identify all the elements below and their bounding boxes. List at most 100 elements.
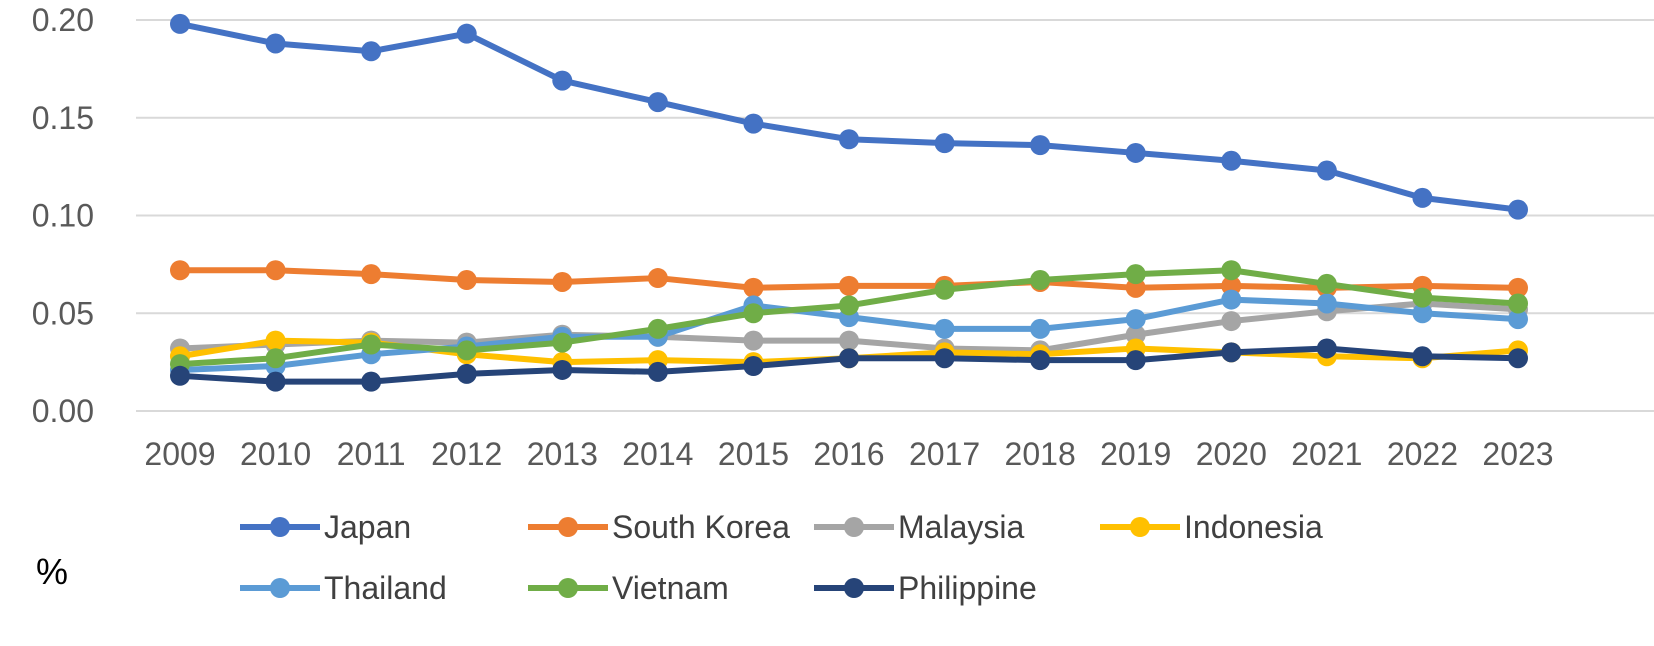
x-tick-label: 2017 <box>909 436 980 472</box>
legend-item-indonesia: Indonesia <box>1100 509 1323 545</box>
x-tick-label: 2012 <box>431 436 502 472</box>
data-point-vietnam <box>361 334 382 355</box>
data-point-japan <box>456 23 477 44</box>
data-point-philippine <box>839 348 859 369</box>
data-point-indonesia <box>265 330 286 351</box>
data-point-thailand <box>1508 309 1528 330</box>
x-tick-label: 2018 <box>1005 436 1076 472</box>
legend-swatch-marker <box>1130 517 1150 537</box>
data-point-philippine <box>170 365 190 386</box>
data-point-japan <box>1030 135 1051 156</box>
legend-label: Thailand <box>324 570 447 606</box>
data-point-philippine <box>1412 346 1433 367</box>
data-point-south-korea <box>265 260 286 281</box>
x-tick-label: 2015 <box>718 436 789 472</box>
x-tick-label: 2022 <box>1387 436 1458 472</box>
x-tick-label: 2011 <box>337 436 406 472</box>
data-point-vietnam <box>552 332 573 353</box>
data-point-south-korea <box>361 264 382 285</box>
data-point-japan <box>1316 160 1337 181</box>
data-point-philippine <box>552 359 573 380</box>
data-point-south-korea <box>647 268 668 289</box>
y-tick-label: 0.05 <box>32 295 94 331</box>
data-point-philippine <box>934 348 955 369</box>
data-point-vietnam <box>839 295 859 316</box>
x-tick-label: 2019 <box>1100 436 1171 472</box>
data-point-malaysia <box>1125 324 1146 345</box>
data-point-vietnam <box>1508 293 1528 314</box>
data-point-japan <box>934 133 955 154</box>
data-point-japan <box>839 129 859 150</box>
data-point-japan <box>361 41 382 62</box>
legend-item-japan: Japan <box>240 509 411 545</box>
legend-item-philippine: Philippine <box>814 570 1037 606</box>
legend-label: South Korea <box>612 509 790 545</box>
legend-item-malaysia: Malaysia <box>814 509 1024 545</box>
series-vietnam <box>170 260 1528 375</box>
legend-item-vietnam: Vietnam <box>528 570 729 606</box>
x-tick-label: 2021 <box>1291 436 1362 472</box>
x-axis-tick-labels: 2009 2010 2011 2012 2013 2014 2015 2016 2017 2018… <box>144 436 1553 472</box>
data-point-vietnam <box>1221 260 1242 281</box>
data-point-vietnam <box>456 340 477 361</box>
data-point-japan <box>743 113 764 134</box>
data-point-philippine <box>1316 338 1337 359</box>
data-point-philippine <box>1030 350 1051 371</box>
data-point-japan <box>647 92 668 113</box>
legend-label: Vietnam <box>612 570 729 606</box>
data-point-japan <box>1508 199 1528 220</box>
x-tick-label: 2013 <box>527 436 598 472</box>
legend-item-south-korea: South Korea <box>528 509 790 545</box>
data-point-south-korea <box>170 260 190 281</box>
y-tick-label: 0.15 <box>32 100 94 136</box>
data-point-vietnam <box>1316 273 1337 294</box>
data-point-philippine <box>265 371 286 392</box>
data-point-vietnam <box>265 348 286 369</box>
data-point-thailand <box>1125 309 1146 330</box>
legend-swatch-marker <box>844 517 864 537</box>
data-point-thailand <box>1316 293 1337 314</box>
data-point-malaysia <box>1221 311 1242 332</box>
data-point-south-korea <box>1125 277 1146 298</box>
x-tick-label: 2014 <box>622 436 693 472</box>
x-tick-label: 2023 <box>1482 436 1553 472</box>
data-point-philippine <box>456 363 477 384</box>
legend-swatch-marker <box>844 578 864 598</box>
data-point-thailand <box>934 318 955 339</box>
data-point-philippine <box>743 356 764 377</box>
legend-label: Philippine <box>898 570 1037 606</box>
data-point-thailand <box>1030 318 1051 339</box>
data-point-south-korea <box>1221 275 1242 296</box>
series-philippine <box>170 338 1528 392</box>
data-point-vietnam <box>1412 287 1433 308</box>
legend-swatch-marker <box>558 517 578 537</box>
data-point-japan <box>1125 142 1146 163</box>
legend-swatch-marker <box>270 517 290 537</box>
data-point-vietnam <box>1030 270 1051 291</box>
data-point-japan <box>1412 187 1433 208</box>
data-point-vietnam <box>743 303 764 324</box>
data-point-philippine <box>647 361 668 382</box>
data-point-vietnam <box>934 279 955 300</box>
data-point-vietnam <box>647 318 668 339</box>
data-point-malaysia <box>839 330 859 351</box>
x-tick-label: 2010 <box>240 436 311 472</box>
y-tick-label: 0.20 <box>32 2 94 38</box>
data-point-japan <box>265 33 286 54</box>
data-point-thailand <box>1412 303 1433 324</box>
data-point-south-korea <box>456 270 477 291</box>
y-tick-label: 0.00 <box>32 393 94 429</box>
y-tick-label: 0.10 <box>32 198 94 234</box>
legend-label: Indonesia <box>1184 509 1323 545</box>
series-layer <box>170 13 1528 392</box>
data-point-malaysia <box>743 330 764 351</box>
x-tick-label: 2016 <box>813 436 884 472</box>
data-point-south-korea <box>1508 277 1528 298</box>
series-japan <box>170 13 1528 220</box>
legend-swatch-marker <box>558 578 578 598</box>
unit-label: % <box>36 551 68 592</box>
data-point-philippine <box>1125 350 1146 371</box>
legend: Japan South Korea Malaysia Indonesia Thailan… <box>240 509 1323 606</box>
x-tick-label: 2020 <box>1196 436 1267 472</box>
